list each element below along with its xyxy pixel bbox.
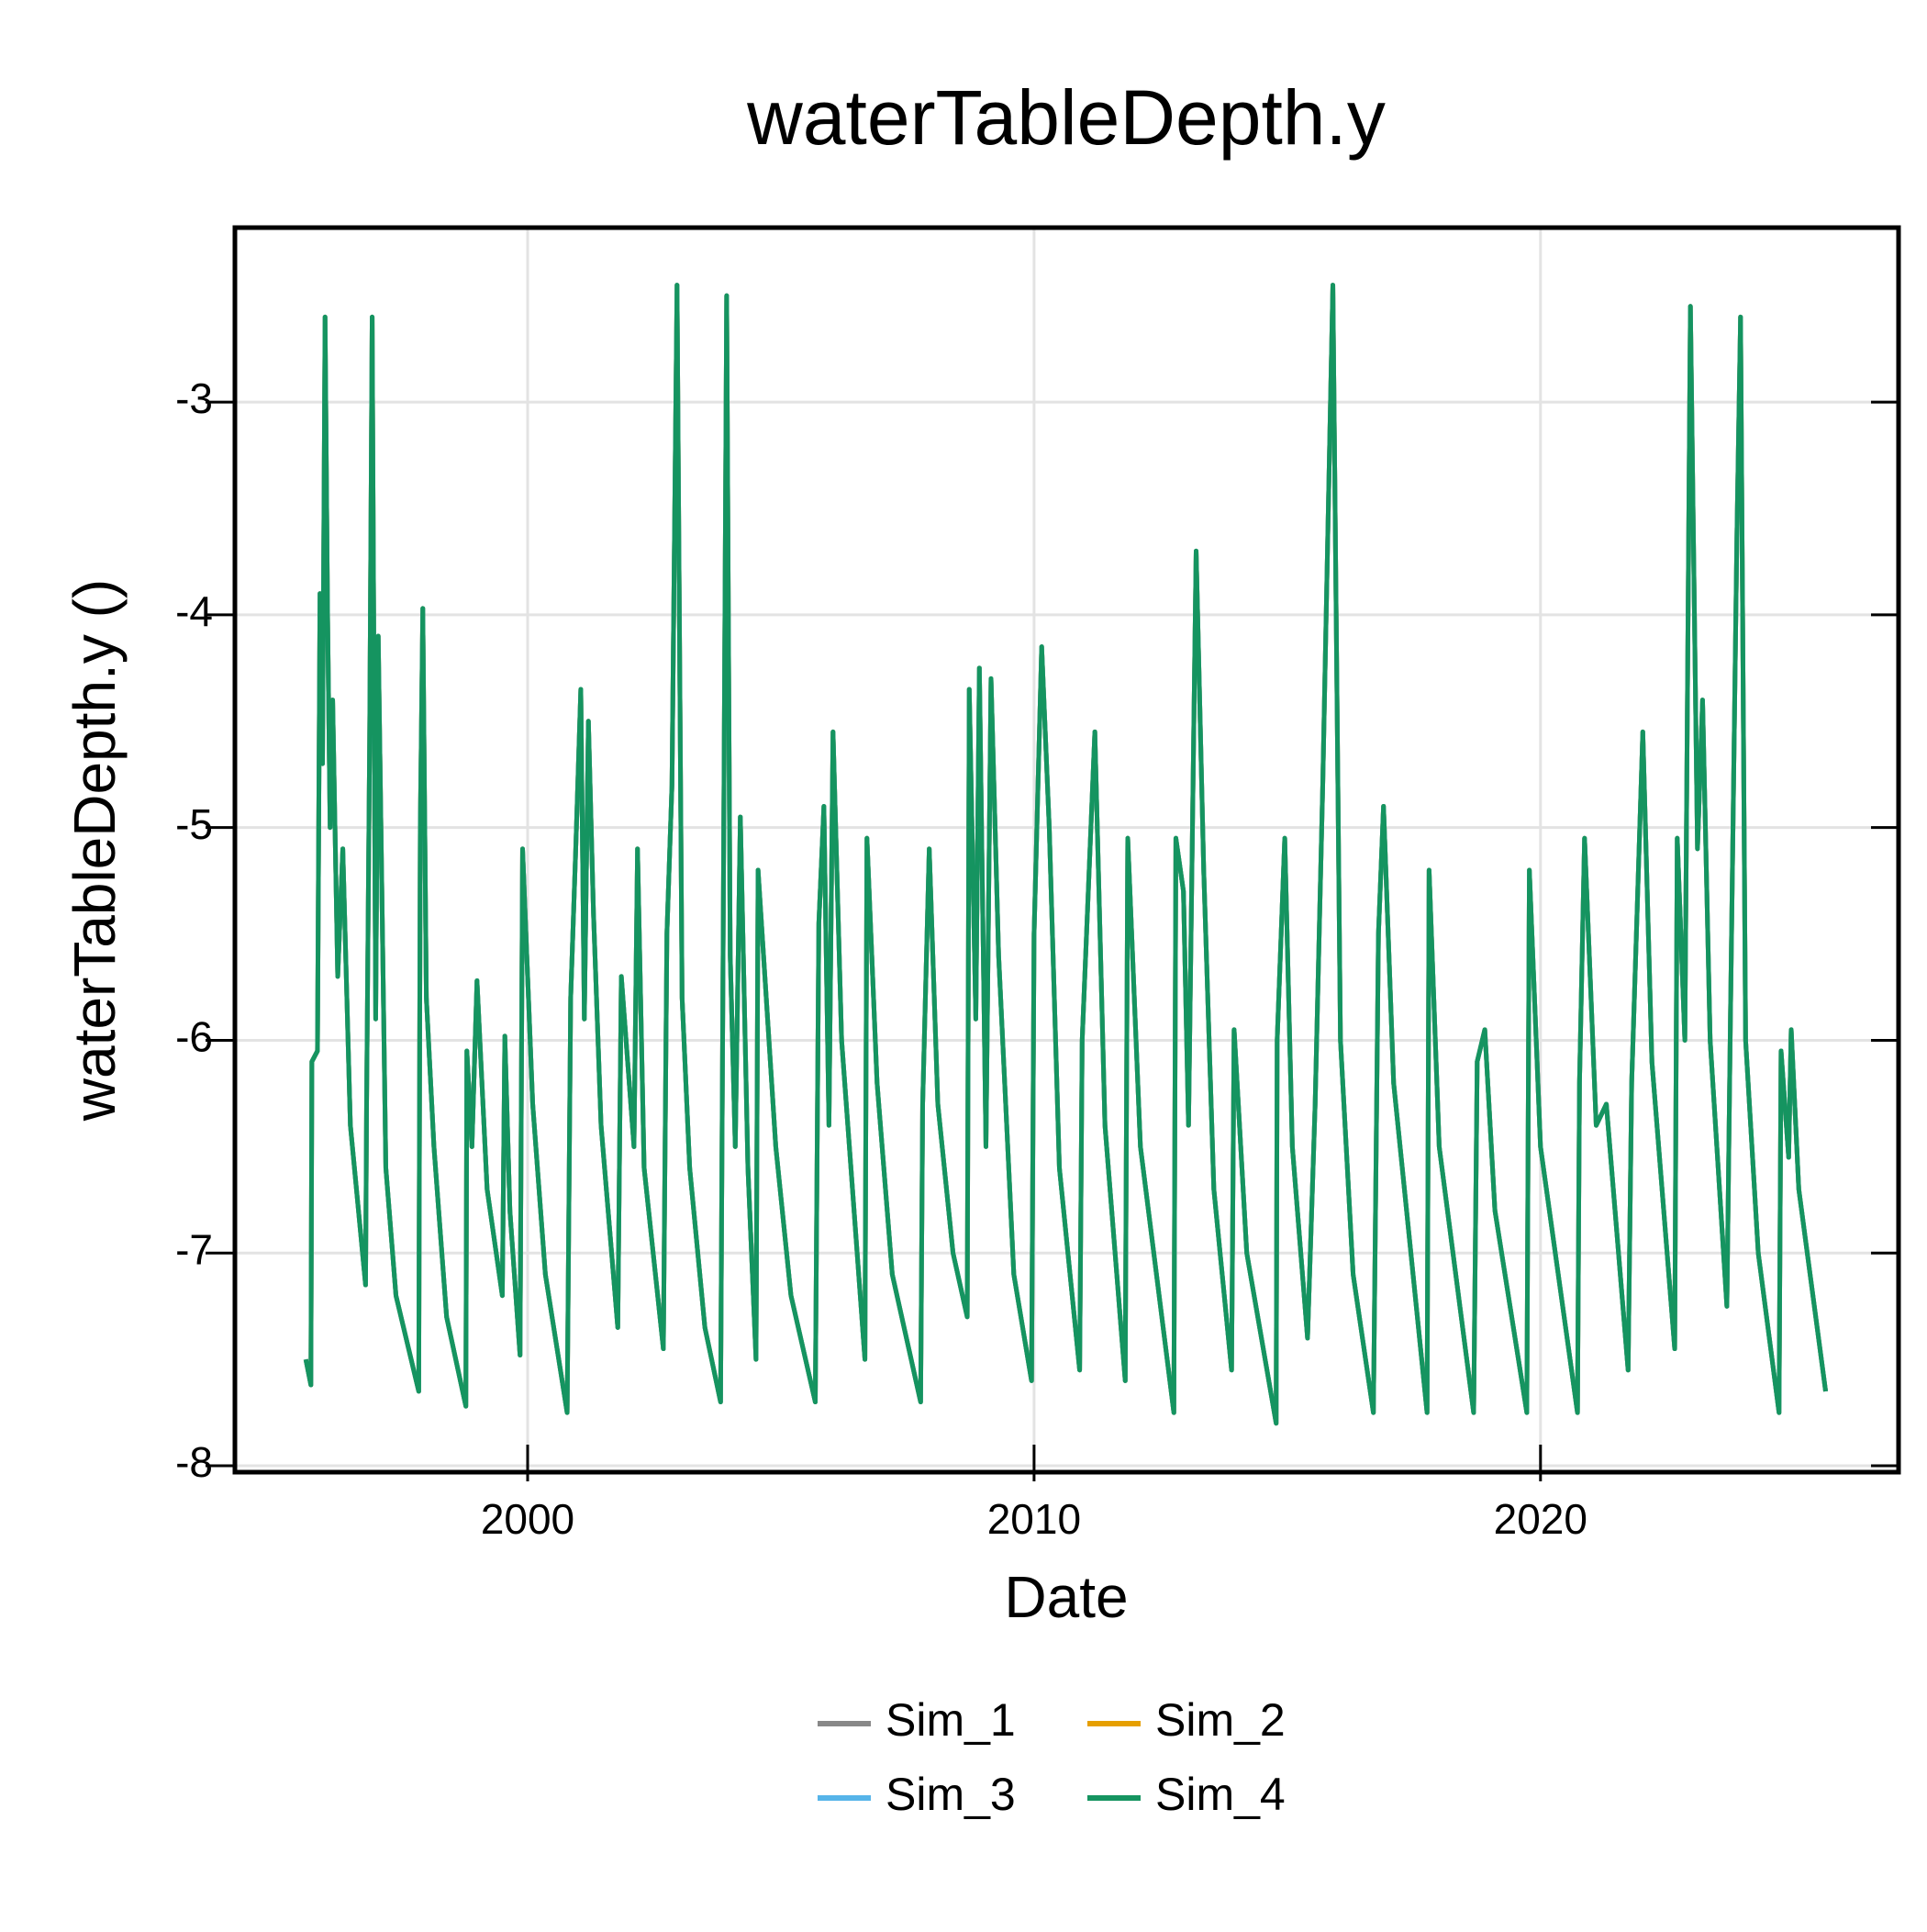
y-tick-label: -3 [175,374,213,422]
plot-frame [232,225,1901,1475]
y-tick-label: -4 [175,587,213,635]
x-tick-label: 2000 [481,1495,574,1543]
x-tick-label: 2020 [1494,1495,1587,1543]
y-tick-label: -5 [175,800,213,848]
y-tick-label: -6 [175,1013,213,1061]
legend-label: Sim_2 [1155,1694,1286,1746]
legend-label: Sim_4 [1155,1769,1286,1820]
series-line [303,283,1829,1426]
y-axis-label: waterTableDepth.y () [61,579,128,1122]
chart-title: waterTableDepth.y [746,74,1386,161]
legend-label: Sim_1 [886,1694,1016,1746]
x-tick-label: 2010 [987,1495,1081,1543]
x-axis-label: Date [1004,1564,1128,1630]
y-tick-label: -7 [175,1225,213,1273]
legend-label: Sim_3 [886,1769,1016,1820]
y-tick-label: -8 [175,1438,213,1486]
